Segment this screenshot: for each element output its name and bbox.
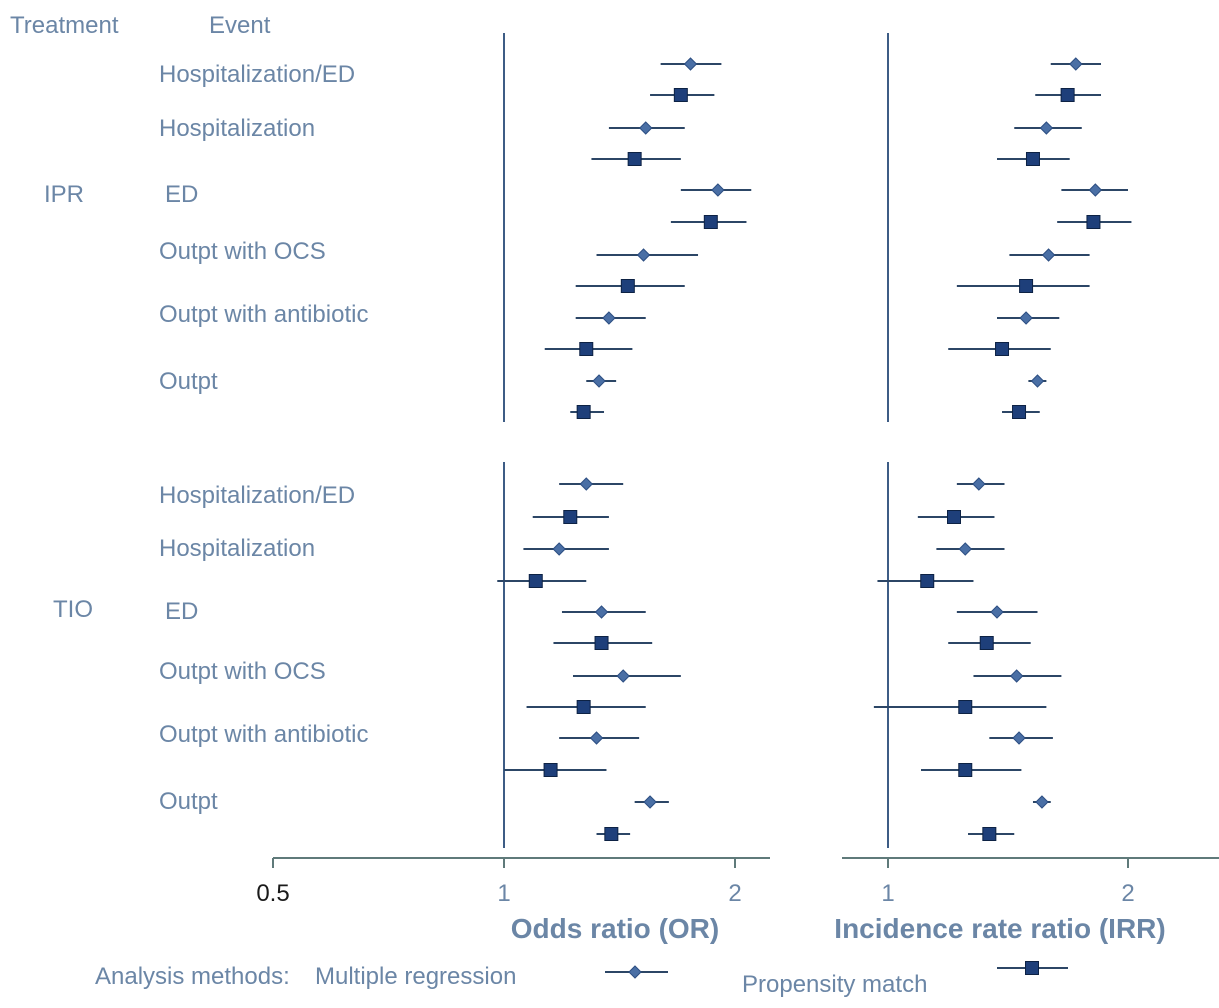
irr-point-square — [979, 636, 994, 650]
or-point-diamond — [683, 57, 698, 71]
irr-point-square — [958, 763, 973, 777]
irr-point-square — [982, 827, 997, 841]
irr-point-diamond — [1039, 121, 1054, 135]
event-label: Outpt — [159, 788, 218, 815]
event-label: Outpt — [159, 368, 218, 395]
or-point-diamond — [589, 731, 604, 745]
or-point-square — [576, 700, 591, 714]
group-label-tio: TIO — [53, 596, 93, 623]
or-point-diamond — [592, 374, 606, 388]
treatment-header: Treatment — [10, 12, 119, 39]
irr-point-diamond — [1019, 311, 1033, 325]
or-tick-label: 2 — [728, 880, 742, 907]
legend-prefix: Analysis methods: — [95, 963, 290, 990]
or-point-diamond — [552, 542, 566, 556]
or-point-square — [579, 342, 594, 356]
irr-point-diamond — [1012, 731, 1026, 745]
irr-point-diamond — [1030, 374, 1045, 388]
event-label: Hospitalization/ED — [159, 61, 356, 88]
irr-point-square — [1086, 215, 1101, 229]
irr-axis-title: Incidence rate ratio (IRR) — [834, 913, 1166, 944]
irr-tick-label: 1 — [881, 880, 895, 907]
event-label: Outpt with antibiotic — [159, 301, 369, 328]
legend-square-icon — [1025, 961, 1039, 975]
event-label: ED — [165, 181, 199, 208]
irr-point-diamond — [990, 605, 1004, 619]
event-label: Hospitalization — [159, 115, 316, 142]
or-point-diamond — [711, 183, 725, 197]
or-point-square — [604, 827, 619, 841]
irr-point-diamond — [972, 477, 986, 491]
irr-point-diamond — [1069, 57, 1083, 71]
or-point-square — [543, 763, 558, 777]
irr-point-square — [958, 700, 973, 714]
event-label: Hospitalization/ED — [159, 482, 356, 509]
or-point-square — [703, 215, 718, 229]
irr-point-diamond — [1009, 669, 1024, 683]
event-label: Outpt with OCS — [159, 658, 326, 685]
or-point-diamond — [643, 795, 657, 809]
or-point-diamond — [594, 605, 609, 619]
or-point-square — [563, 510, 578, 524]
irr-point-square — [947, 510, 962, 524]
event-label: Hospitalization — [159, 535, 316, 562]
or-point-square — [528, 574, 543, 588]
or-point-diamond — [639, 121, 653, 135]
event-header: Event — [209, 12, 271, 39]
irr-point-diamond — [958, 542, 972, 556]
irr-point-square — [1060, 88, 1075, 102]
or-tick-label: 0.5 — [256, 880, 290, 907]
legend-multiple-label: Multiple regression — [315, 963, 517, 990]
irr-point-square — [995, 342, 1010, 356]
irr-point-diamond — [1035, 795, 1049, 809]
or-point-diamond — [636, 248, 651, 262]
event-label: Outpt with OCS — [159, 238, 326, 265]
or-axis-title: Odds ratio (OR) — [510, 913, 720, 944]
irr-point-diamond — [1041, 248, 1056, 262]
group-label-ipr: IPR — [44, 181, 85, 208]
irr-point-diamond — [1088, 183, 1103, 197]
or-point-diamond — [602, 311, 616, 325]
legend-propensity-label: Propensity match — [742, 971, 928, 998]
irr-point-square — [1012, 405, 1027, 419]
or-point-square — [576, 405, 591, 419]
or-point-diamond — [616, 669, 630, 683]
or-point-square — [620, 279, 635, 293]
or-tick-label: 1 — [497, 880, 511, 907]
or-point-square — [673, 88, 688, 102]
event-label: Outpt with antibiotic — [159, 721, 369, 748]
legend-diamond-icon — [628, 965, 642, 979]
irr-point-square — [1019, 279, 1034, 293]
irr-point-square — [920, 574, 935, 588]
or-point-square — [627, 152, 642, 166]
event-label: ED — [165, 598, 199, 625]
irr-tick-label: 2 — [1121, 880, 1135, 907]
irr-point-square — [1025, 152, 1040, 166]
or-point-diamond — [579, 477, 593, 491]
or-point-square — [594, 636, 609, 650]
